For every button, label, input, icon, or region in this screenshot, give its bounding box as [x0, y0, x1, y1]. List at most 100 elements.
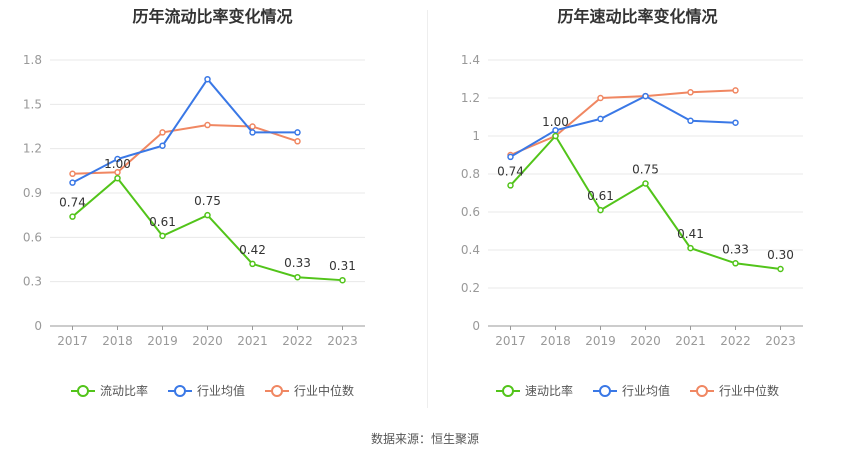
legend-marker: [76, 384, 89, 397]
data-label: 0.33: [722, 242, 749, 256]
data-point: [294, 138, 301, 145]
data-label: 0.31: [329, 259, 356, 273]
data-label: 0.74: [59, 196, 86, 210]
x-tick-label: 2023: [765, 334, 796, 348]
data-label: 0.74: [497, 164, 524, 178]
legend-swatch: [265, 384, 289, 398]
x-tick-label: 2020: [192, 334, 223, 348]
data-point: [204, 211, 211, 219]
data-point: [642, 180, 649, 187]
quick-ratio-plot: 0 0.2 0.4 0.6 0.8 1 1.2 1.4 2017 2018 2019 2020 2021…: [461, 53, 803, 348]
x-tick-label: 2022: [720, 334, 751, 348]
x-tick-label: 2018: [540, 334, 571, 348]
data-label: 0.30: [767, 248, 794, 262]
legend-swatch: [495, 384, 520, 398]
data-point: [69, 179, 76, 186]
legend-item[interactable]: 速动比率: [495, 382, 573, 399]
chart-title: 历年流动比率变化情况: [132, 7, 293, 26]
data-point: [597, 94, 604, 102]
y-tick-label: 1.5: [23, 97, 42, 111]
y-tick-label: 1.2: [461, 91, 480, 105]
legend-label: 速动比率: [524, 384, 573, 398]
current-ratio-plot: 0 0.3 0.6 0.9 1.2 1.5 1.8 2017 2018 2019 2020 2021 2…: [23, 53, 365, 348]
data-label: 1.00: [542, 115, 569, 129]
source-label: 数据来源：恒生聚源: [370, 432, 479, 446]
y-tick-label: 0.6: [23, 230, 42, 244]
y-tick-label: 0.4: [461, 243, 480, 257]
legend-item[interactable]: 流动比率: [70, 382, 148, 399]
data-point: [114, 174, 121, 182]
data-point: [552, 132, 559, 140]
data-point: [642, 92, 649, 100]
data-point: [294, 129, 301, 136]
data-label: 0.42: [239, 243, 266, 257]
x-tick-label: 2020: [630, 334, 661, 348]
data-point: [597, 115, 604, 123]
legend-swatch: [70, 384, 95, 398]
data-point: [777, 265, 784, 273]
y-tick-label: 0.8: [461, 167, 480, 181]
data-point: [114, 169, 121, 176]
data-point: [687, 244, 694, 252]
data-point: [69, 170, 76, 178]
data-label: 0.75: [632, 163, 659, 177]
legend-item[interactable]: 行业均值: [167, 382, 245, 399]
legend-marker: [173, 384, 186, 397]
x-tick-label: 2017: [495, 334, 526, 348]
data-point: [732, 87, 739, 94]
data-point: [159, 129, 166, 136]
y-tick-label: 0.9: [23, 186, 42, 200]
x-tick-label: 2023: [327, 334, 358, 348]
data-point: [204, 121, 211, 129]
x-tick-label: 2019: [585, 334, 616, 348]
data-point: [159, 142, 166, 149]
data-point: [732, 119, 739, 126]
data-point: [159, 232, 166, 240]
legend-item[interactable]: 行业中位数: [265, 382, 354, 399]
y-tick-label: 0: [472, 319, 480, 333]
y-tick-label: 0.6: [461, 205, 480, 219]
y-tick-label: 0: [34, 319, 42, 333]
data-point: [114, 155, 121, 163]
x-tick-label: 2021: [675, 334, 706, 348]
data-point: [339, 276, 346, 284]
data-point: [732, 260, 739, 267]
series-line: [510, 89, 736, 156]
legend-label: 流动比率: [99, 384, 148, 398]
series-line: [72, 124, 298, 175]
x-tick-label: 2017: [57, 334, 88, 348]
data-point: [204, 75, 211, 83]
x-tick-label: 2022: [282, 334, 313, 348]
data-point: [507, 153, 514, 161]
legend-swatch: [690, 384, 714, 398]
quick-ratio-chart: 历年速动比率变化情况 0 0.2 0.4 0.6 0.8 1 1.2 1.4 2017 2018 2…: [425, 0, 850, 420]
data-point: [249, 129, 256, 136]
data-label: 0.75: [194, 194, 221, 208]
x-tick-label: 2021: [237, 334, 268, 348]
data-label: 0.41: [677, 227, 704, 241]
data-point: [687, 89, 694, 96]
data-label: 0.61: [587, 189, 614, 203]
legend-swatch: [167, 384, 192, 398]
data-point: [249, 123, 256, 130]
legend-label: 行业均值: [196, 384, 245, 398]
chart-title: 历年速动比率变化情况: [557, 7, 718, 26]
legend-item[interactable]: 行业均值: [592, 382, 670, 399]
x-tick-label: 2018: [102, 334, 133, 348]
series-line: [72, 77, 298, 184]
series-line: [509, 94, 736, 158]
data-label: 1.00: [104, 157, 131, 171]
legend-label: 行业中位数: [719, 384, 780, 398]
y-tick-label: 1: [472, 129, 480, 143]
legend: 流动比率 行业均值 行业中位数: [0, 382, 425, 399]
legend-item[interactable]: 行业中位数: [690, 382, 779, 399]
y-tick-label: 1.2: [23, 142, 42, 156]
legend-marker: [696, 384, 708, 397]
y-tick-label: 0.2: [461, 281, 480, 295]
y-tick-label: 0.3: [23, 275, 42, 289]
data-point: [507, 182, 514, 189]
legend-label: 行业均值: [621, 384, 670, 398]
legend-swatch: [592, 384, 617, 398]
legend: 速动比率 行业均值 行业中位数: [425, 382, 850, 399]
legend-marker: [598, 384, 611, 397]
